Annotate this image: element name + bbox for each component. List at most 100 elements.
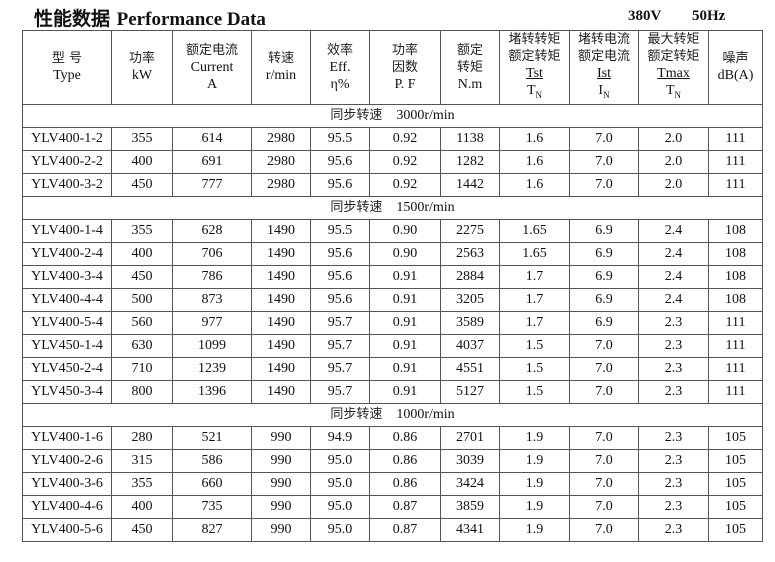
table-cell: 105	[708, 471, 763, 496]
column-header: 转速 r/min	[251, 30, 311, 105]
table-cell: YLV400-2-2	[22, 149, 112, 174]
speed-group-row: 同步转速 1500r/min	[22, 195, 763, 220]
table-cell: 3859	[440, 494, 500, 519]
table-cell: 0.86	[369, 471, 441, 496]
table-cell: 990	[251, 471, 311, 496]
table-cell: 0.90	[369, 218, 441, 243]
header-cn: 转速	[267, 51, 294, 67]
group-label: 同步转速	[330, 200, 383, 216]
table-cell: 7.0	[569, 379, 639, 404]
table-cell: 0.91	[369, 287, 441, 312]
table-cell: 7.0	[569, 126, 639, 151]
table-cell: 105	[708, 448, 763, 473]
table-cell: 0.86	[369, 425, 441, 450]
table-cell: 0.91	[369, 333, 441, 358]
table-cell: YLV400-5-4	[22, 310, 112, 335]
table-cell: 614	[172, 126, 252, 151]
table-cell: 0.87	[369, 494, 441, 519]
table-cell: 105	[708, 494, 763, 519]
table-cell: 1490	[251, 241, 311, 266]
table-header: 型 号 Type 功率 kW 额定电流 Current A 转速 r/min 效率 Eff. η% 功率…	[22, 30, 763, 105]
table-cell: 4551	[440, 356, 500, 381]
table-cell: 1.6	[499, 126, 570, 151]
header-cn: 最大转矩	[647, 32, 700, 47]
column-header: 功率 因数 P. F	[369, 30, 441, 105]
table-cell: 800	[111, 379, 173, 404]
table-cell: 2.3	[638, 379, 709, 404]
table-cell: 0.91	[369, 356, 441, 381]
table-cell: 2980	[251, 126, 311, 151]
column-header: 效率 Eff. η%	[310, 30, 370, 105]
table-cell: 3589	[440, 310, 500, 335]
column-header: 噪声 dB(A)	[708, 30, 763, 105]
table-cell: 6.9	[569, 218, 639, 243]
table-cell: 1.6	[499, 172, 570, 197]
table-row: YLV400-3-6 355 660 990 95.0 0.86 3424 1.9 7.0 2.3…	[22, 471, 763, 496]
table-cell: YLV450-2-4	[22, 356, 112, 381]
table-cell: 691	[172, 149, 252, 174]
table-cell: 560	[111, 310, 173, 335]
table-cell: YLV400-3-4	[22, 264, 112, 289]
table-cell: 1442	[440, 172, 500, 197]
table-cell: 2980	[251, 149, 311, 174]
table-row: YLV400-4-4 500 873 1490 95.6 0.91 3205 1.7 6.9 2.…	[22, 287, 763, 312]
table-cell: 7.0	[569, 471, 639, 496]
table-cell: 1490	[251, 333, 311, 358]
table-cell: 6.9	[569, 310, 639, 335]
table-row: YLV400-1-6 280 521 990 94.9 0.86 2701 1.9 7.0 2.3…	[22, 425, 763, 450]
table-cell: 0.91	[369, 379, 441, 404]
table-row: YLV450-3-4 800 1396 1490 95.7 0.91 5127 1.5 7.0 2…	[22, 379, 763, 404]
table-cell: 1.9	[499, 448, 570, 473]
table-row: YLV400-5-4 560 977 1490 95.7 0.91 3589 1.7 6.9 2.…	[22, 310, 763, 335]
table-cell: 355	[111, 218, 173, 243]
table-cell: 990	[251, 448, 311, 473]
header-cn2: 额定转矩	[508, 49, 561, 64]
table-row: YLV450-2-4 710 1239 1490 95.7 0.91 4551 1.5 7.0 2…	[22, 356, 763, 381]
table-cell: 1490	[251, 218, 311, 243]
table-cell: 586	[172, 448, 252, 473]
table-cell: 1.9	[499, 425, 570, 450]
table-cell: 521	[172, 425, 252, 450]
performance-table: 型 号 Type 功率 kW 额定电流 Current A 转速 r/min 效率 Eff. η% 功率…	[22, 30, 763, 542]
header-cn: 额定电流	[185, 42, 238, 58]
header-cn: 功率	[128, 51, 155, 67]
table-cell: 4037	[440, 333, 500, 358]
table-cell: 280	[111, 425, 173, 450]
table-cell: YLV400-3-6	[22, 471, 112, 496]
table-cell: 95.0	[310, 494, 370, 519]
header-num: Ist	[597, 66, 611, 81]
header-cn2: 额定转矩	[647, 49, 700, 64]
table-cell: 7.0	[569, 448, 639, 473]
table-cell: 108	[708, 241, 763, 266]
table-cell: 95.5	[310, 126, 370, 151]
table-cell: 315	[111, 448, 173, 473]
table-cell: 1239	[172, 356, 252, 381]
table-cell: 95.6	[310, 241, 370, 266]
table-cell: 990	[251, 494, 311, 519]
table-cell: 0.92	[369, 126, 441, 151]
table-cell: 0.91	[369, 310, 441, 335]
header-num: Tst	[526, 66, 543, 81]
table-cell: 450	[111, 264, 173, 289]
table-cell: 1490	[251, 264, 311, 289]
voltage: 380V	[628, 8, 662, 24]
table-cell: 450	[111, 172, 173, 197]
table-cell: 3205	[440, 287, 500, 312]
table-cell: 95.7	[310, 310, 370, 335]
table-cell: 2275	[440, 218, 500, 243]
table-cell: 108	[708, 287, 763, 312]
table-cell: 0.87	[369, 517, 441, 542]
header-row: 型 号 Type 功率 kW 额定电流 Current A 转速 r/min 效率 Eff. η% 功率…	[22, 30, 763, 105]
table-cell: 2.4	[638, 287, 709, 312]
header-den: IN	[598, 83, 610, 100]
table-cell: 1.7	[499, 310, 570, 335]
table-cell: 7.0	[569, 172, 639, 197]
table-cell: YLV450-3-4	[22, 379, 112, 404]
table-row: YLV400-1-4 355 628 1490 95.5 0.90 2275 1.65 6.9 2…	[22, 218, 763, 243]
table-row: YLV400-2-2 400 691 2980 95.6 0.92 1282 1.6 7.0 2.…	[22, 149, 763, 174]
table-row: YLV400-3-2 450 777 2980 95.6 0.92 1442 1.6 7.0 2.…	[22, 172, 763, 197]
table-cell: 2.3	[638, 517, 709, 542]
table-cell: 95.5	[310, 218, 370, 243]
table-cell: 111	[708, 310, 763, 335]
header-cn: 堵转电流	[577, 32, 630, 47]
